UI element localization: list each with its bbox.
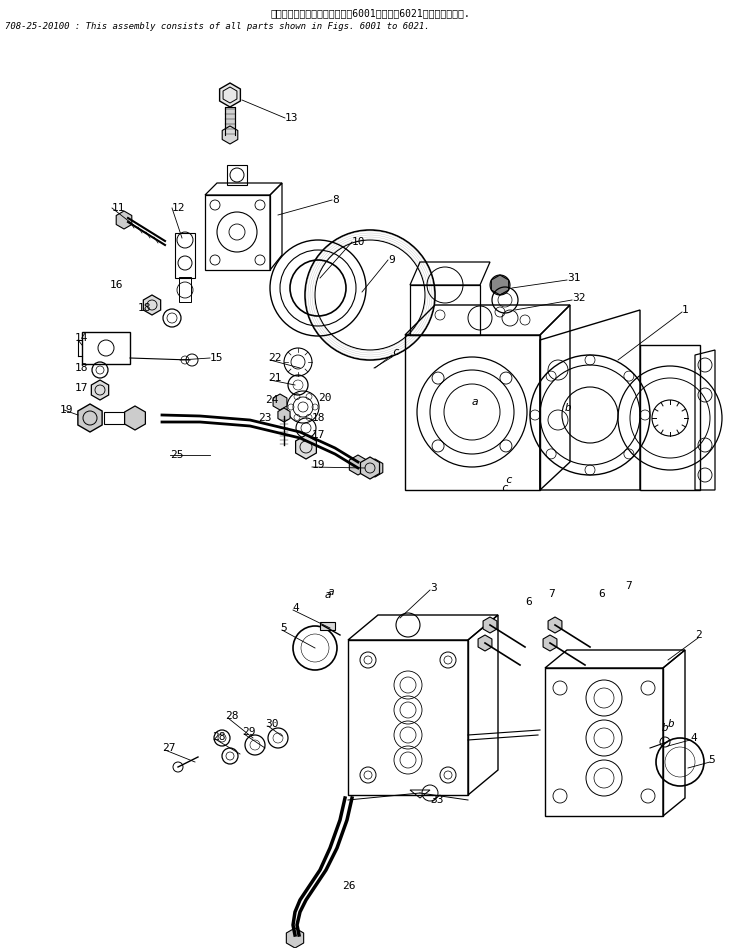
Text: 10: 10: [352, 237, 366, 247]
Text: 2: 2: [695, 630, 702, 640]
Text: 6: 6: [525, 597, 532, 607]
Polygon shape: [273, 394, 287, 410]
Text: b: b: [661, 723, 668, 733]
Bar: [320, 622, 335, 630]
Text: 7: 7: [548, 589, 555, 599]
Bar: [104, 412, 126, 424]
Text: 26: 26: [342, 881, 355, 891]
Text: 31: 31: [567, 273, 581, 283]
Polygon shape: [278, 408, 290, 422]
Text: 20: 20: [318, 393, 332, 403]
Text: 9: 9: [388, 255, 395, 265]
Text: 23: 23: [258, 413, 271, 423]
Polygon shape: [219, 83, 240, 107]
Text: 14: 14: [75, 333, 89, 343]
Text: c: c: [502, 483, 508, 493]
Bar: [175, 233, 195, 278]
Polygon shape: [543, 635, 557, 651]
Text: 7: 7: [625, 581, 632, 591]
Polygon shape: [478, 635, 492, 651]
Bar: [179, 277, 191, 302]
Text: 12: 12: [172, 203, 185, 213]
Polygon shape: [92, 380, 109, 400]
Text: 28: 28: [225, 711, 239, 721]
Bar: [82, 332, 130, 364]
Text: 1: 1: [682, 305, 689, 315]
Text: 28: 28: [212, 732, 225, 742]
Text: 3: 3: [430, 583, 437, 593]
Polygon shape: [548, 617, 562, 633]
Text: 32: 32: [572, 293, 585, 303]
Text: c: c: [392, 347, 399, 357]
Polygon shape: [125, 406, 146, 430]
Text: 22: 22: [268, 353, 282, 363]
Polygon shape: [367, 459, 383, 477]
Text: b: b: [668, 719, 675, 729]
Text: 29: 29: [242, 727, 256, 737]
Text: a: a: [471, 397, 478, 407]
Text: 19: 19: [60, 405, 73, 415]
Text: 18: 18: [138, 303, 151, 313]
Text: 30: 30: [265, 719, 279, 729]
Text: 21: 21: [268, 373, 282, 383]
Text: 15: 15: [210, 353, 223, 363]
Polygon shape: [78, 404, 102, 432]
Text: 17: 17: [75, 383, 89, 393]
Text: a: a: [328, 587, 335, 597]
Text: 16: 16: [110, 280, 123, 290]
Polygon shape: [143, 295, 160, 315]
Text: 27: 27: [162, 743, 175, 753]
Polygon shape: [483, 617, 497, 633]
Polygon shape: [116, 211, 132, 229]
Text: 11: 11: [112, 203, 126, 213]
Text: 25: 25: [170, 450, 183, 460]
Text: 4: 4: [292, 603, 299, 613]
Polygon shape: [296, 435, 316, 459]
Polygon shape: [286, 928, 304, 948]
Text: このアセンブリの構成部品は第6001図から第6021図まで含みます.: このアセンブリの構成部品は第6001図から第6021図まで含みます.: [270, 8, 470, 18]
Text: 18: 18: [75, 363, 89, 373]
Polygon shape: [350, 455, 367, 475]
Text: 13: 13: [285, 113, 299, 123]
Text: 33: 33: [430, 795, 443, 805]
Text: 4: 4: [690, 733, 697, 743]
Text: 17: 17: [312, 430, 325, 440]
Text: 5: 5: [280, 623, 287, 633]
Bar: [227, 165, 247, 185]
Text: 24: 24: [265, 395, 279, 405]
Text: 5: 5: [708, 755, 715, 765]
Text: 19: 19: [312, 460, 325, 470]
Text: c: c: [505, 475, 511, 485]
Polygon shape: [222, 126, 238, 144]
Text: 6: 6: [598, 589, 605, 599]
Text: 708-25-20100 : This assembly consists of all parts shown in Figs. 6001 to 6021.: 708-25-20100 : This assembly consists of…: [5, 22, 429, 31]
Polygon shape: [361, 457, 380, 479]
Text: a: a: [324, 590, 331, 600]
Bar: [225, 107, 235, 135]
Circle shape: [490, 275, 510, 295]
Text: b: b: [565, 403, 571, 413]
Text: 18: 18: [312, 413, 325, 423]
Text: 8: 8: [332, 195, 338, 205]
